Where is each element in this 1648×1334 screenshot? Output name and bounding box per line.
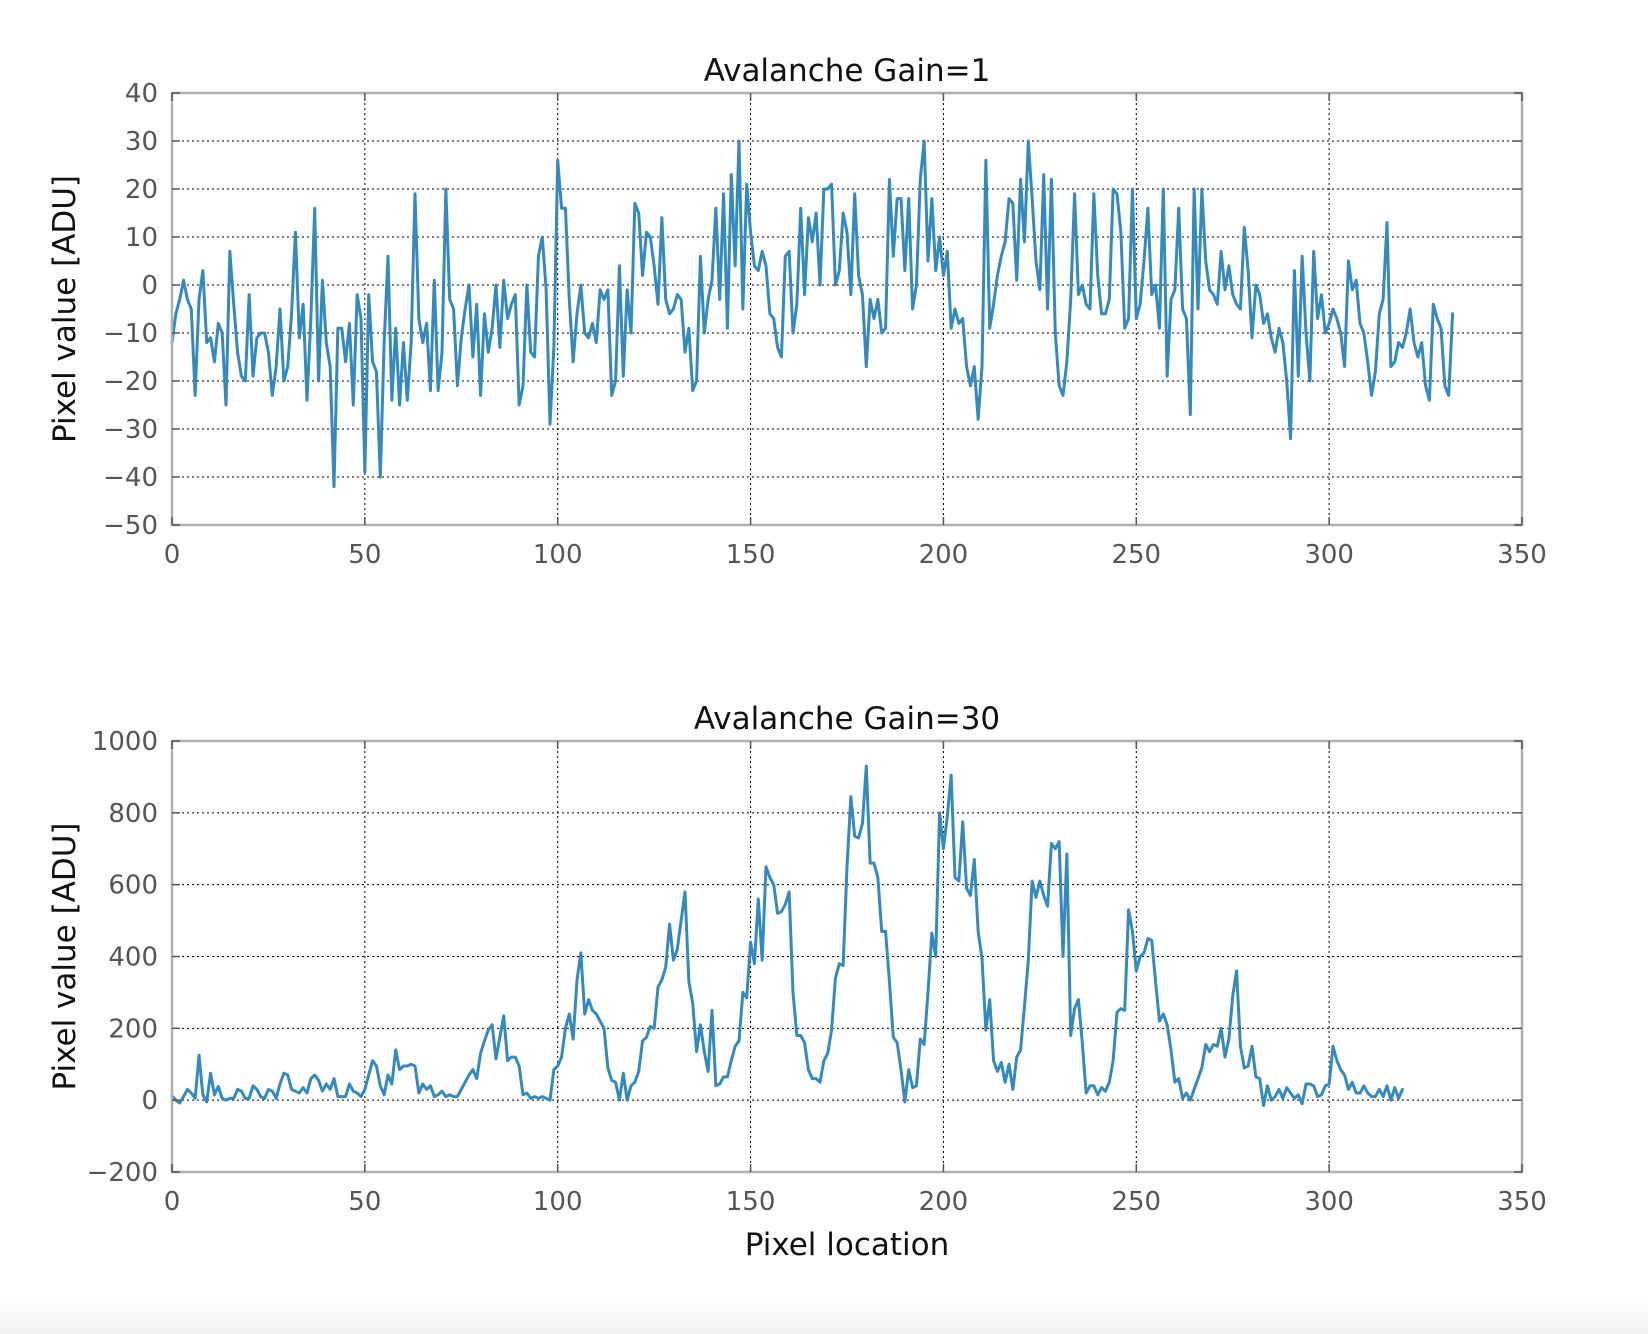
chart-bottom-xtick-label-1: 50	[348, 1187, 381, 1217]
chart-bottom-ytick-label-1: 0	[141, 1086, 158, 1116]
chart-bottom-ytick-label-4: 600	[108, 871, 158, 901]
chart-top-ytick-label-8: 30	[125, 127, 158, 157]
chart-bottom-xtick-label-6: 300	[1304, 1187, 1354, 1217]
chart-top-ytick-label-5: 0	[141, 271, 158, 301]
chart-top-xtick-label-4: 200	[919, 540, 969, 570]
chart-bottom-ylabel: Pixel value [ADU]	[47, 822, 83, 1090]
chart-top-xtick-label-5: 250	[1111, 540, 1161, 570]
chart-top-plot-frame	[170, 91, 1524, 527]
chart-bottom-ytick-label-5: 800	[108, 799, 158, 829]
chart-top-ylabel: Pixel value [ADU]	[47, 175, 83, 443]
chart-bottom-title: Avalanche Gain=30	[694, 701, 1000, 737]
bottom-shadow	[0, 1294, 1648, 1334]
chart-bottom-ytick-label-6: 1000	[92, 727, 158, 757]
chart-bottom-ytick-label-2: 200	[108, 1014, 158, 1044]
chart-top-ytick-label-6: 10	[125, 223, 158, 253]
chart-top-xtick-label-7: 350	[1497, 540, 1547, 570]
chart-top-ytick-label-1: −40	[103, 463, 158, 493]
chart-top-xtick-label-6: 300	[1304, 540, 1354, 570]
chart-bottom-xtick-label-3: 150	[726, 1187, 776, 1217]
chart-top-title: Avalanche Gain=1	[704, 53, 991, 89]
chart-top-series-line	[170, 139, 1455, 489]
chart-top-ytick-label-9: 40	[125, 79, 158, 109]
chart-bottom-xlabel: Pixel location	[745, 1227, 950, 1263]
chart-bottom-xtick-label-5: 250	[1111, 1187, 1161, 1217]
chart-top-xtick-label-1: 50	[348, 540, 381, 570]
chart-top-ytick-label-7: 20	[125, 175, 158, 205]
chart-bottom-xtick-label-2: 100	[533, 1187, 583, 1217]
chart-top-xtick-label-0: 0	[164, 540, 181, 570]
chart-top-ytick-label-0: −50	[103, 511, 158, 541]
chart-bottom-series-line	[170, 764, 1404, 1108]
chart-top-xtick-label-2: 100	[533, 540, 583, 570]
chart-bottom-xtick-label-7: 350	[1497, 1187, 1547, 1217]
chart-bottom-ytick-label-0: −200	[87, 1158, 158, 1188]
chart-top-ytick-label-3: −20	[103, 367, 158, 397]
chart-top-xtick-label-3: 150	[726, 540, 776, 570]
chart-bottom-xtick-label-4: 200	[919, 1187, 969, 1217]
chart-top-ytick-label-2: −30	[103, 415, 158, 445]
chart-bottom-ytick-label-3: 400	[108, 943, 158, 973]
chart-top-ytick-label-4: −10	[103, 319, 158, 349]
chart-bottom-xtick-label-0: 0	[164, 1187, 181, 1217]
